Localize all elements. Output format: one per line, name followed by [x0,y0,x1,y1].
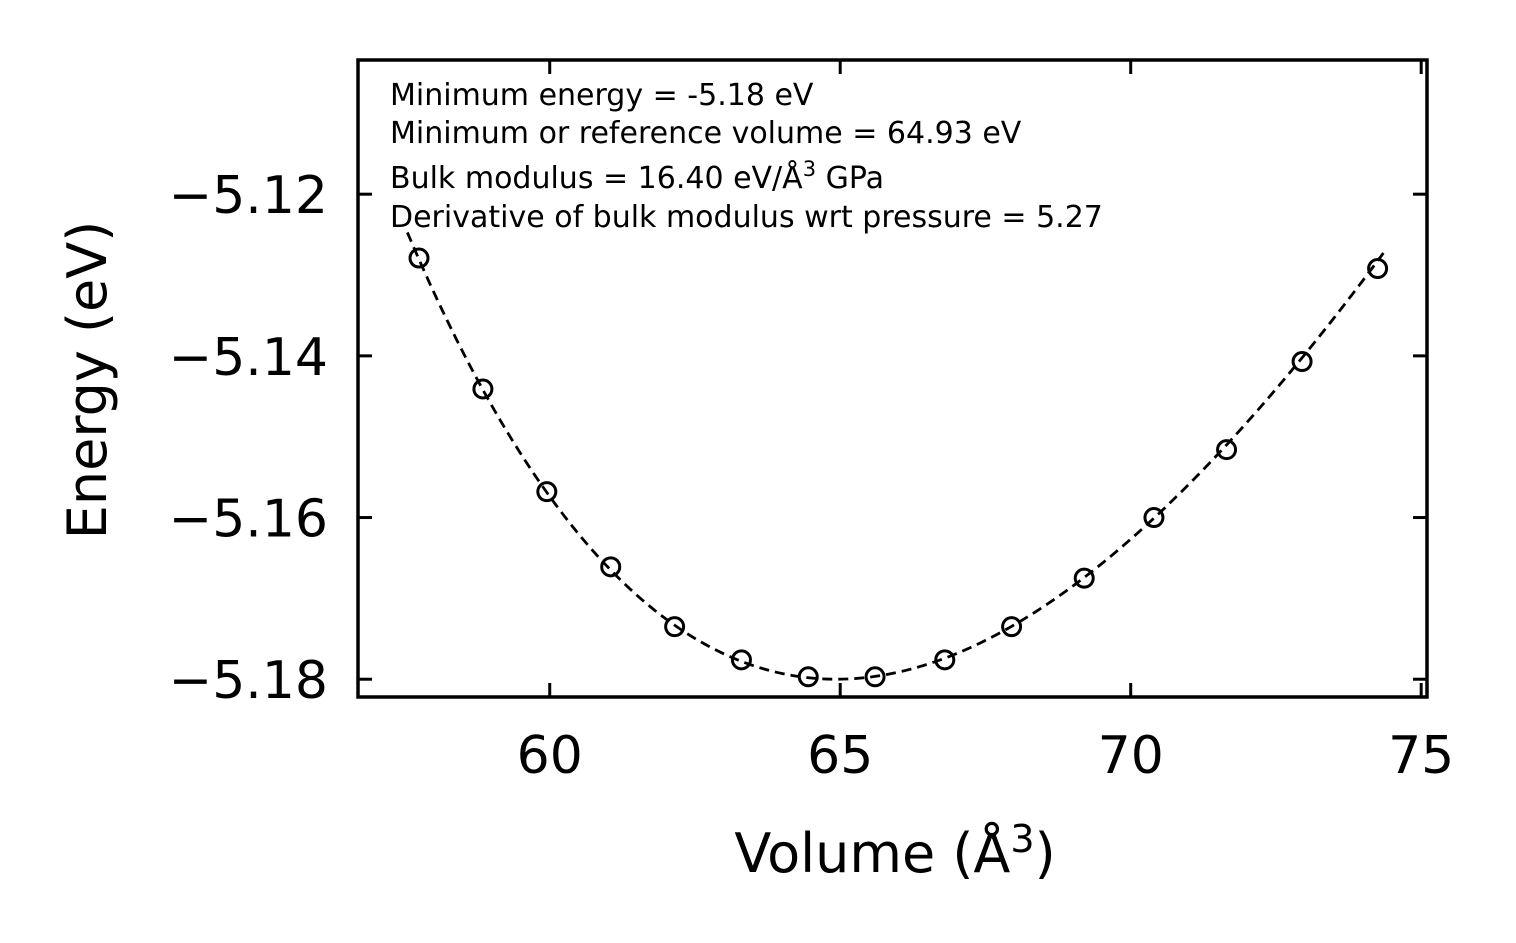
fit-curve-line [406,231,1385,681]
data-point [730,649,752,671]
fit-curve-group [406,231,1385,681]
annotation-bulk-modulus-unit: GPa [816,161,884,196]
annotation-bulk-derivative: Derivative of bulk modulus wrt pressure … [390,200,1103,235]
data-point [1291,351,1313,373]
x-axis-label: Volume (Å3) [734,817,1055,885]
data-point [864,666,886,688]
data-point [472,378,494,400]
y-tick-label: −5.12 [169,166,328,226]
data-point [664,616,686,638]
data-point [1367,258,1389,280]
x-tick-label: 75 [1388,726,1454,786]
plot-frame [356,58,1429,699]
data-point [797,666,819,688]
x-tick-label: 65 [807,726,873,786]
x-tick-label: 70 [1098,726,1164,786]
data-point [536,481,558,503]
annotation-bulk-modulus-sup: 3 [803,157,816,181]
y-tick-label: −5.18 [169,651,328,711]
annotation-ref-volume: Minimum or reference volume = 64.93 eV [390,116,1022,151]
data-point [1216,439,1238,461]
data-point [934,649,956,671]
x-axis-label-close: ) [1035,822,1056,885]
tick-labels-group: 60 65 70 75 −5.18 −5.16 −5.14 −5.12 [169,166,1455,786]
x-tick-label: 60 [517,726,583,786]
data-point [1143,507,1165,529]
annotation-bulk-modulus: Bulk modulus = 16.40 eV/Å3 GPa [390,157,884,196]
y-tick-label: −5.16 [169,490,328,550]
data-point [408,247,430,269]
annotation-min-energy: Minimum energy = -5.18 eV [390,78,814,113]
data-points-group [408,247,1389,688]
data-point [600,556,622,578]
annotation-bulk-modulus-main: Bulk modulus = 16.40 eV/Å [390,160,803,196]
y-tick-label: −5.14 [169,328,328,388]
x-axis-label-main: Volume (Å [734,821,1010,885]
tick-marks-group [358,60,1427,697]
data-point [1073,567,1095,589]
y-axis-label: Energy (eV) [56,221,119,540]
x-axis-label-sup: 3 [1010,817,1034,861]
data-point [1001,616,1023,638]
